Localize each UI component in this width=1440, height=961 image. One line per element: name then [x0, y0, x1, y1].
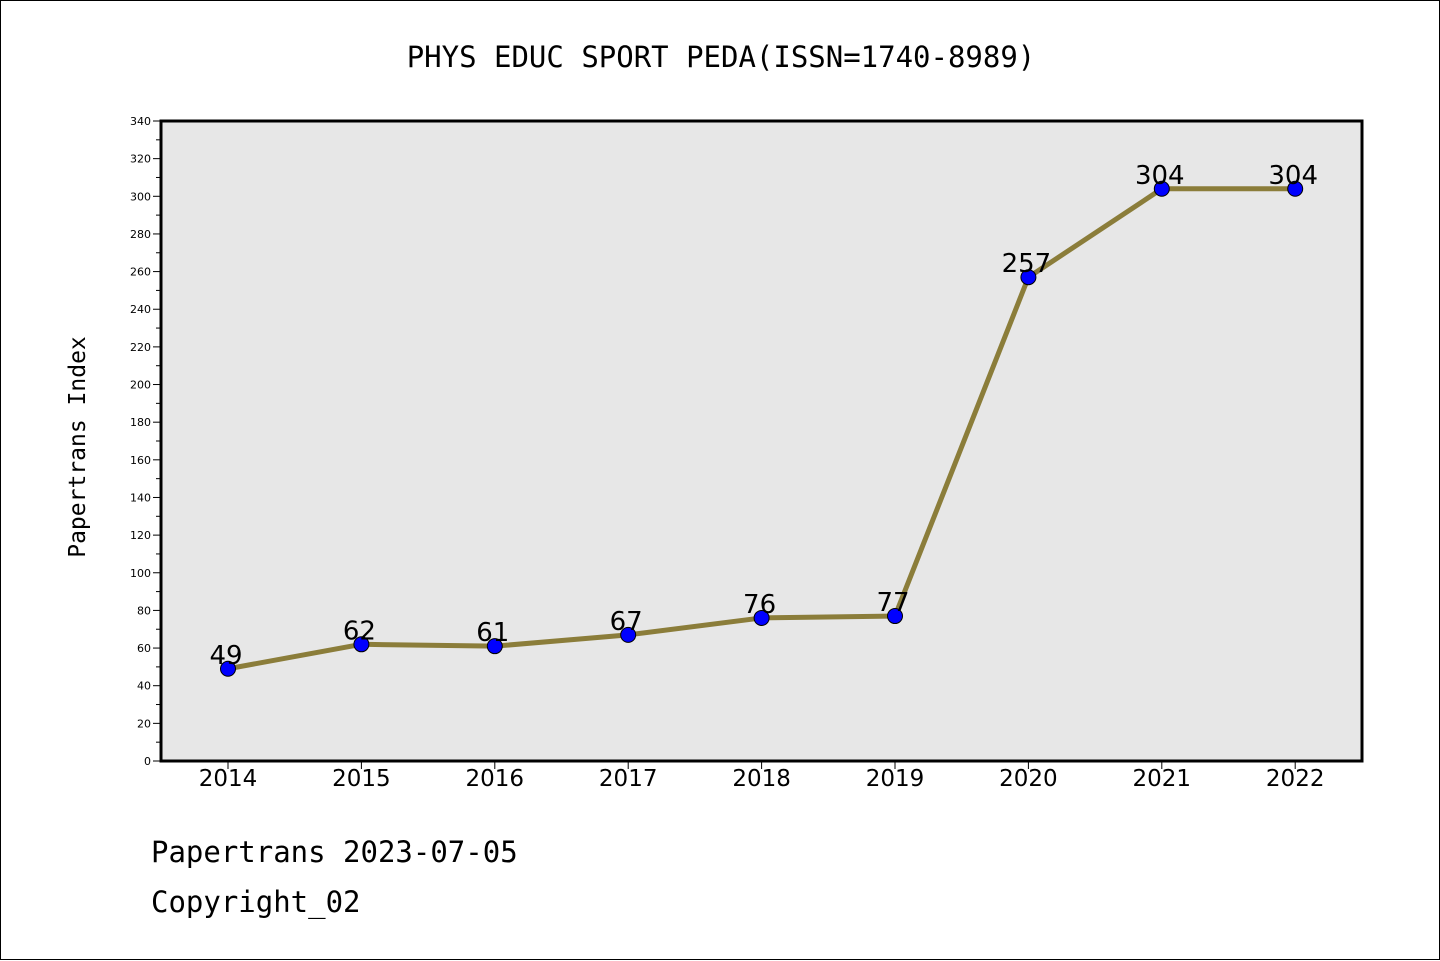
y-tick-label: 120	[130, 529, 151, 542]
y-tick-label: 320	[130, 153, 151, 166]
x-axis-ticks: 2014 2015 2016 2017 2018 2019 2020 2021 2022	[199, 761, 1325, 792]
y-tick-label: 260	[130, 266, 151, 279]
y-tick-label: 220	[130, 341, 151, 354]
data-label: 62	[343, 616, 376, 646]
y-tick-label: 0	[144, 755, 151, 768]
data-label: 304	[1268, 161, 1318, 191]
chart-title: PHYS EDUC SPORT PEDA(ISSN=1740-8989)	[407, 40, 1036, 74]
y-axis-label: Papertrans Index	[65, 336, 91, 558]
footer-copyright-line: Copyright_02	[151, 885, 361, 919]
y-tick-label: 160	[130, 454, 151, 467]
data-point	[1153, 180, 1170, 197]
y-tick-label: 100	[130, 567, 151, 580]
data-label: 67	[610, 607, 643, 637]
data-label: 49	[209, 641, 242, 671]
x-tick-label: 2014	[199, 766, 258, 792]
data-point	[620, 626, 637, 643]
x-tick-label: 2019	[866, 766, 925, 792]
data-point	[353, 636, 370, 653]
data-point	[753, 609, 770, 626]
data-point	[1020, 269, 1037, 286]
data-point	[220, 660, 236, 677]
data-point	[486, 638, 503, 655]
plot-area	[159, 119, 1364, 763]
y-tick-label: 240	[130, 303, 151, 316]
y-tick-label: 140	[130, 491, 151, 504]
y-tick-label: 80	[137, 604, 151, 617]
y-tick-label: 300	[130, 190, 151, 203]
data-label-layer: 49 62 61 67 76 77 257 304 304	[209, 161, 1318, 671]
x-tick-label: 2017	[599, 766, 658, 792]
x-tick-label: 2022	[1266, 766, 1325, 792]
y-tick-label: 60	[137, 642, 151, 655]
y-tick-label: 20	[137, 717, 151, 730]
series-layer	[220, 180, 1304, 677]
x-tick-label: 2016	[466, 766, 525, 792]
x-tick-label: 2015	[332, 766, 391, 792]
y-tick-label: 280	[130, 228, 151, 241]
x-tick-label: 2021	[1133, 766, 1192, 792]
y-axis-ticks: 0 20 40 60 80 100 120 140 160 180 200 220 240 260 280 3…	[130, 115, 161, 768]
x-tick-label: 2020	[999, 766, 1058, 792]
data-label: 304	[1135, 161, 1185, 191]
data-point	[1287, 180, 1304, 197]
x-tick-label: 2018	[732, 766, 791, 792]
data-label: 76	[743, 590, 776, 620]
y-tick-label: 180	[130, 416, 151, 429]
data-point	[887, 608, 903, 625]
data-label: 77	[876, 588, 909, 618]
y-tick-label: 200	[130, 379, 151, 392]
data-label: 61	[476, 618, 509, 648]
y-tick-label: 340	[130, 115, 151, 128]
footer-date-line: Papertrans 2023-07-05	[151, 835, 518, 869]
data-label: 257	[1002, 249, 1052, 279]
y-tick-label: 40	[137, 680, 151, 693]
